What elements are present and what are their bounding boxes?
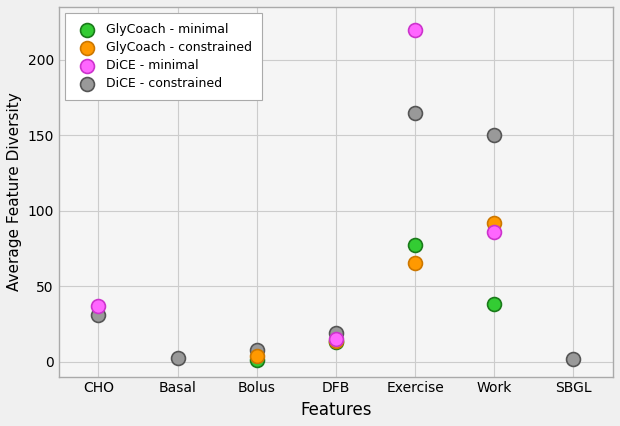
DiCE - minimal [94, 302, 104, 309]
GlyCoach - constrained [410, 260, 420, 267]
GlyCoach - constrained [331, 338, 341, 345]
DiCE - minimal [331, 336, 341, 343]
GlyCoach - constrained [489, 219, 499, 226]
DiCE - minimal [410, 26, 420, 33]
DiCE - minimal [489, 228, 499, 235]
DiCE - constrained [172, 354, 182, 361]
DiCE - constrained [569, 355, 578, 362]
X-axis label: Features: Features [300, 401, 371, 419]
DiCE - constrained [252, 347, 262, 354]
GlyCoach - minimal [252, 357, 262, 363]
GlyCoach - minimal [489, 301, 499, 308]
Y-axis label: Average Feature Diversity: Average Feature Diversity [7, 92, 22, 291]
GlyCoach - constrained [252, 352, 262, 359]
GlyCoach - minimal [410, 242, 420, 249]
GlyCoach - minimal [331, 339, 341, 345]
DiCE - constrained [489, 132, 499, 138]
DiCE - constrained [410, 109, 420, 116]
DiCE - constrained [94, 311, 104, 318]
Legend: GlyCoach - minimal, GlyCoach - constrained, DiCE - minimal, DiCE - constrained: GlyCoach - minimal, GlyCoach - constrain… [65, 13, 262, 100]
DiCE - constrained [331, 329, 341, 336]
